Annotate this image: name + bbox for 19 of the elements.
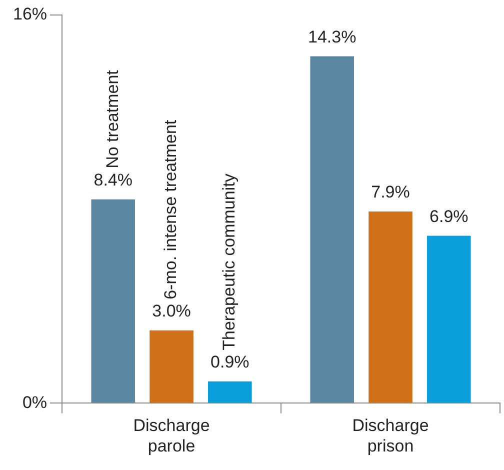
bar xyxy=(208,381,252,403)
data-label: 3.0% xyxy=(152,302,191,321)
data-label: 7.9% xyxy=(371,182,410,202)
bar xyxy=(368,212,412,403)
data-label: 8.4% xyxy=(94,170,132,190)
data-label: 14.3% xyxy=(308,27,356,46)
text: No treatment xyxy=(102,70,122,168)
text: 6-mo. intense treatment xyxy=(161,120,180,300)
bar xyxy=(427,236,471,403)
bar xyxy=(91,199,136,403)
data-label: 0.9% xyxy=(210,352,250,372)
y-tick-label: 16% xyxy=(12,4,48,24)
x-tick-label: Discharge prison xyxy=(352,416,429,456)
bar xyxy=(150,330,194,403)
y-tick-label: 0% xyxy=(22,392,48,412)
text: Therapeutic community xyxy=(220,173,239,350)
bar xyxy=(310,56,354,403)
x-tick-label: Discharge parole xyxy=(133,416,210,456)
data-label: 6.9% xyxy=(430,206,468,226)
